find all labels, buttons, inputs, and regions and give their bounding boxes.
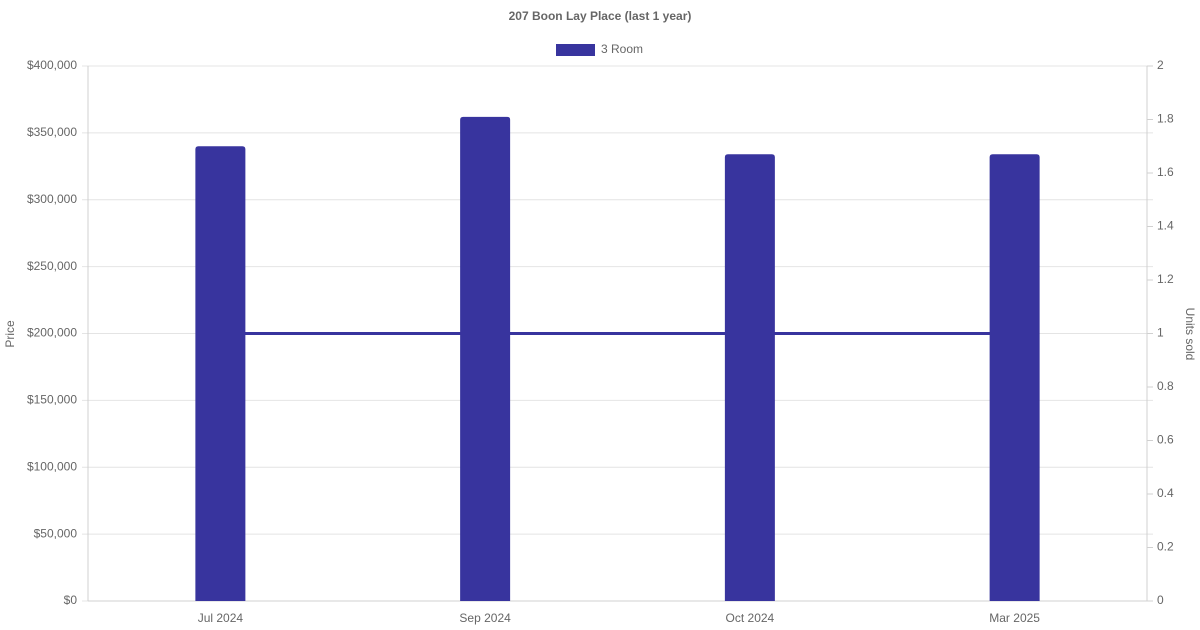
y2-tick-label: 0.6 [1157,433,1174,447]
bar [724,154,775,601]
y2-tick-label: 0 [1157,593,1164,607]
x-tick-label: Sep 2024 [459,611,511,625]
legend-label: 3 Room [601,42,643,56]
x-tick-label: Jul 2024 [198,611,244,625]
y-tick-label: $250,000 [27,259,77,273]
y2-tick-label: 0.2 [1157,540,1174,554]
y-tick-label: $350,000 [27,125,77,139]
y-tick-label: $300,000 [27,192,77,206]
y2-tick-label: 2 [1157,58,1164,72]
y-tick-label: $50,000 [34,526,78,540]
y2-tick-label: 1.2 [1157,272,1174,286]
y-tick-label: $100,000 [27,459,77,473]
legend-swatch [556,44,595,56]
x-tick-label: Oct 2024 [726,611,775,625]
y-tick-label: $150,000 [27,393,77,407]
bar [460,116,511,601]
y2-tick-label: 1 [1157,326,1164,340]
y2-axis-title: Units sold [1183,308,1197,361]
y2-tick-label: 0.4 [1157,486,1174,500]
bars [195,116,1040,601]
bar [195,146,246,601]
y2-tick-label: 1.4 [1157,219,1174,233]
legend: 3 Room [556,42,643,56]
y-axis-title: Price [3,320,17,348]
y-tick-label: $0 [64,593,78,607]
y-tick-label: $400,000 [27,58,77,72]
y2-tick-label: 0.8 [1157,379,1174,393]
y2-tick-label: 1.8 [1157,112,1174,126]
y-tick-label: $200,000 [27,326,77,340]
x-tick-label: Mar 2025 [989,611,1040,625]
chart-title: 207 Boon Lay Place (last 1 year) [509,9,692,23]
bar [989,154,1040,601]
y2-tick-label: 1.6 [1157,165,1174,179]
